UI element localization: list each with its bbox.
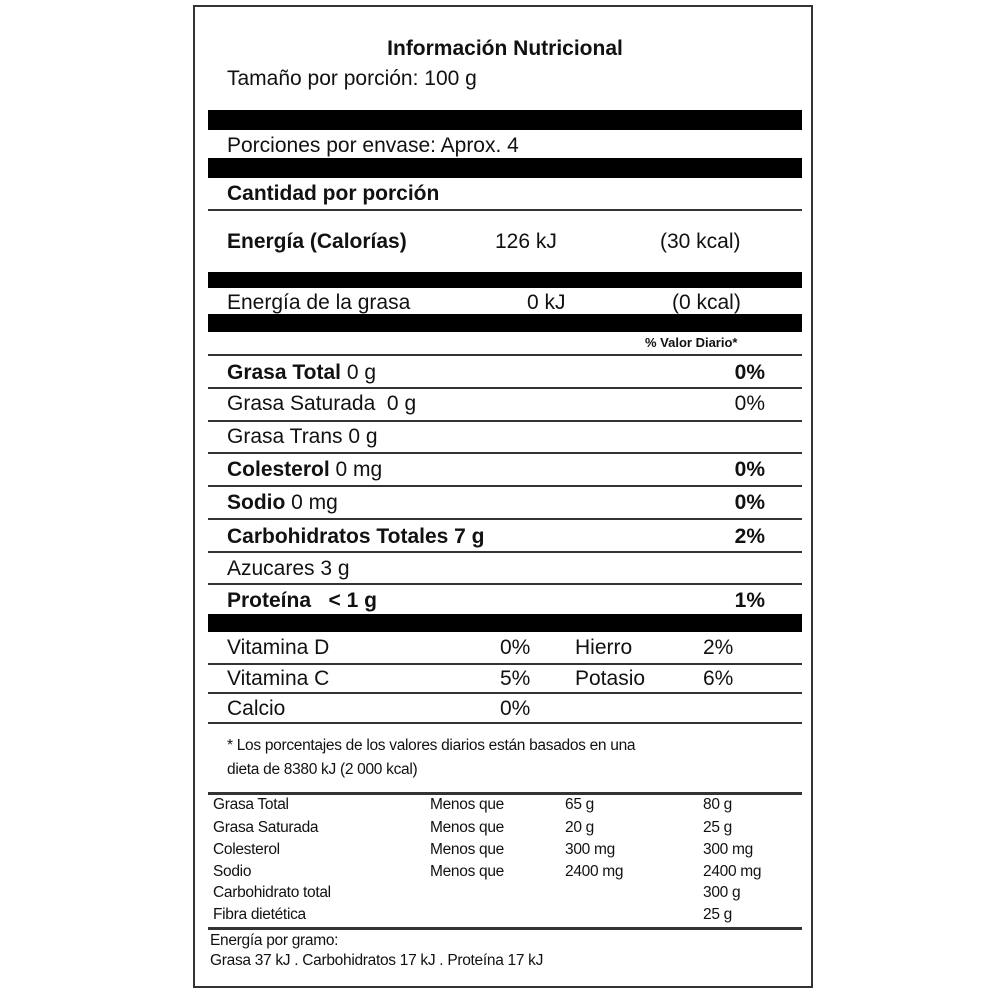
footnote-line: * Los porcentajes de los valores diarios…	[227, 737, 636, 754]
label-frame	[193, 5, 813, 988]
nutrient-amount: < 1 g	[311, 589, 377, 612]
nutrient-row: Colesterol 0 mg	[227, 459, 382, 480]
nutrient-row: Azucares 3 g	[227, 558, 350, 579]
energy-fat-label: Energía de la grasa	[227, 291, 411, 314]
serving-size: Tamaño por porción: 100 g	[227, 67, 477, 90]
nutrient-daily-value: 0%	[734, 361, 765, 384]
nutrient-daily-value: 1%	[734, 589, 765, 612]
reference-cell: Carbohidrato total	[213, 884, 331, 901]
divider-bar	[208, 110, 802, 130]
nutrient-amount: 0 g	[342, 425, 378, 448]
vitamin-daily-value: 2%	[703, 636, 734, 659]
energy-kcal: (30 kcal)	[660, 230, 741, 253]
nutrient-name: Grasa Saturada	[227, 392, 376, 415]
nutrient-name: Azucares	[227, 557, 315, 580]
energy-fat-kj: 0 kJ	[527, 291, 566, 314]
vitamin-name: Vitamina D	[227, 636, 330, 659]
energy-fat-kcal: (0 kcal)	[672, 291, 741, 314]
reference-cell: Menos que	[430, 796, 504, 813]
vitamin-name: Vitamina C	[227, 667, 330, 690]
nutrient-name: Grasa Total	[227, 361, 341, 384]
reference-cell: Sodio	[213, 863, 252, 880]
vitamin-daily-value: 0%	[500, 697, 531, 720]
divider-bar	[208, 614, 802, 632]
daily-value-header: % Valor Diario*	[645, 335, 738, 350]
nutrient-name: Carbohidratos Totales	[227, 525, 449, 548]
energy-per-gram-values: Grasa 37 kJ . Carbohidratos 17 kJ . Prot…	[210, 952, 544, 969]
vitamin-daily-value: 5%	[500, 667, 531, 690]
vitamin-name: Calcio	[227, 697, 286, 720]
divider-line	[208, 420, 802, 422]
reference-cell: Colesterol	[213, 841, 280, 858]
reference-cell: Grasa Saturada	[213, 819, 319, 836]
vitamin-name: Potasio	[575, 667, 646, 690]
vitamin-daily-value: 6%	[703, 667, 734, 690]
nutrient-name: Grasa Trans	[227, 425, 343, 448]
reference-cell: Menos que	[430, 819, 504, 836]
reference-cell: 80 g	[703, 796, 732, 813]
divider-line	[208, 583, 802, 585]
nutrient-name: Proteína	[227, 589, 312, 612]
reference-cell: 20 g	[565, 819, 594, 836]
reference-cell: Fibra dietética	[213, 906, 306, 923]
divider-line	[208, 792, 802, 795]
nutrient-daily-value: 0%	[734, 392, 765, 415]
label-title: Información Nutricional	[387, 37, 623, 60]
nutrient-amount: 7 g	[448, 525, 485, 548]
reference-cell: 25 g	[703, 906, 732, 923]
divider-bar	[208, 314, 802, 332]
divider-line	[208, 722, 802, 724]
nutrient-amount: 0 mg	[329, 458, 383, 481]
nutrient-row: Grasa Total 0 g	[227, 362, 376, 383]
divider-line	[208, 354, 802, 356]
nutrient-amount: 0 g	[375, 392, 417, 415]
servings-per-container: Porciones por envase: Aprox. 4	[227, 134, 519, 157]
divider-bar	[208, 272, 802, 288]
reference-cell: Menos que	[430, 863, 504, 880]
nutrient-name: Sodio	[227, 491, 286, 514]
nutrient-row: Grasa Saturada 0 g	[227, 393, 416, 414]
reference-cell: 300 g	[703, 884, 741, 901]
reference-cell: 300 mg	[565, 841, 615, 858]
nutrient-row: Carbohidratos Totales 7 g	[227, 526, 485, 547]
vitamin-daily-value: 0%	[500, 636, 531, 659]
nutrient-name: Colesterol	[227, 458, 330, 481]
nutrient-row: Grasa Trans 0 g	[227, 426, 378, 447]
divider-line	[208, 452, 802, 454]
reference-cell: 2400 mg	[703, 863, 762, 880]
energy-kj: 126 kJ	[495, 230, 557, 253]
divider-line	[208, 663, 802, 665]
nutrient-amount: 0 mg	[285, 491, 338, 514]
nutrient-daily-value: 0%	[734, 458, 765, 481]
nutrient-amount: 0 g	[340, 361, 377, 384]
reference-cell: 2400 mg	[565, 863, 624, 880]
reference-cell: Menos que	[430, 841, 504, 858]
divider-line	[208, 209, 802, 211]
energy-per-gram-title: Energía por gramo:	[210, 932, 339, 949]
amount-per-serving: Cantidad por porción	[227, 182, 440, 205]
energy-label: Energía (Calorías)	[227, 230, 407, 253]
reference-cell: 25 g	[703, 819, 732, 836]
divider-bar	[208, 158, 802, 178]
divider-line	[208, 485, 802, 487]
nutrient-row: Proteína < 1 g	[227, 590, 377, 611]
reference-cell: 65 g	[565, 796, 594, 813]
footnote-line: dieta de 8380 kJ (2 000 kcal)	[227, 761, 418, 778]
nutrient-daily-value: 0%	[734, 491, 765, 514]
divider-line	[208, 551, 802, 553]
divider-line	[208, 387, 802, 389]
divider-line	[208, 518, 802, 520]
reference-cell: 300 mg	[703, 841, 753, 858]
vitamin-name: Hierro	[575, 636, 633, 659]
nutrient-row: Sodio 0 mg	[227, 492, 338, 513]
divider-line	[208, 927, 802, 930]
reference-cell: Grasa Total	[213, 796, 289, 813]
divider-line	[208, 692, 802, 694]
nutrient-amount: 3 g	[314, 557, 350, 580]
nutrient-daily-value: 2%	[734, 525, 765, 548]
